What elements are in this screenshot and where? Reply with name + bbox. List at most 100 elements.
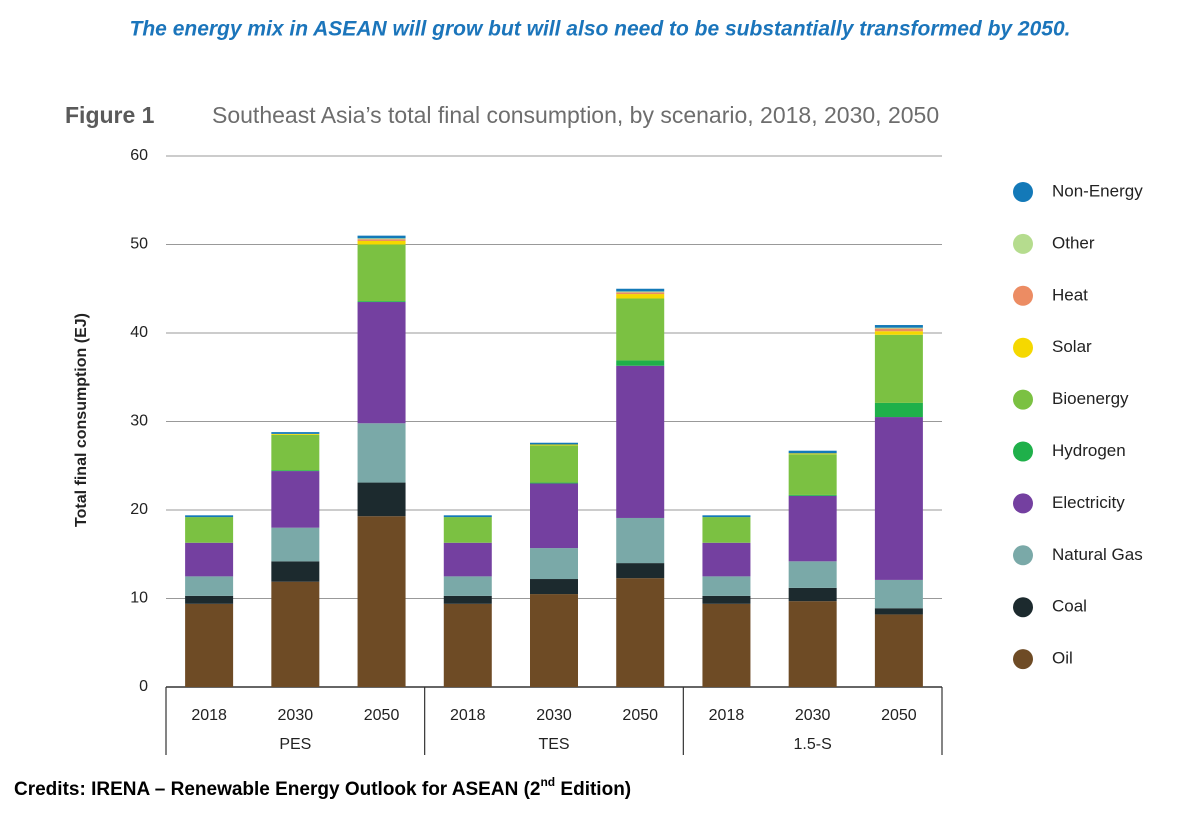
y-tick-label: 20: [130, 501, 148, 518]
bar-segment: [874, 331, 923, 335]
bar-segment: [530, 482, 578, 484]
bar-segment: [185, 595, 234, 604]
y-tick-label: 50: [130, 236, 148, 253]
bar-segment: [357, 301, 406, 303]
bar-segment: [443, 603, 492, 687]
bar-segment: [616, 294, 665, 299]
legend-swatch: [1013, 182, 1033, 202]
bar-segment: [874, 327, 923, 329]
bar-segment: [443, 515, 492, 518]
bar-segment: [443, 517, 492, 543]
bar-segment: [357, 516, 406, 687]
group-label: 1.5-S: [794, 736, 832, 753]
bar-segment: [357, 238, 406, 240]
legend-swatch: [1013, 285, 1033, 306]
x-tick-label: 2050: [364, 707, 400, 724]
bar-segment: [874, 325, 923, 328]
bar-segment: [874, 614, 923, 687]
bar-segment: [443, 542, 492, 577]
x-tick-label: 2030: [536, 707, 572, 724]
bar-segment: [185, 517, 234, 543]
bar-segment: [874, 334, 923, 403]
legend-label: Electricity: [1052, 493, 1125, 512]
bar-segment: [874, 417, 923, 580]
bar-segment: [530, 579, 578, 595]
bar-segment: [616, 288, 665, 292]
bar-segment: [185, 603, 234, 687]
x-tick-label: 2050: [622, 707, 658, 724]
bar-segment: [874, 579, 923, 609]
bar-segment: [357, 423, 406, 483]
bar-segment: [788, 495, 837, 562]
bar-segment: [874, 328, 923, 332]
legend-swatch: [1013, 649, 1033, 670]
bar-segment: [616, 298, 665, 361]
x-tick-label: 2018: [709, 707, 745, 724]
bar-segment: [530, 594, 578, 687]
bar-segment: [788, 601, 837, 687]
bar-segment: [530, 444, 578, 446]
legend-label: Solar: [1052, 337, 1092, 356]
bar-segment: [357, 482, 406, 517]
legend-swatch: [1013, 337, 1033, 358]
bar-segment: [185, 576, 234, 596]
bar-segment: [185, 542, 234, 577]
bar-segment: [616, 292, 665, 295]
bar-segment: [616, 578, 665, 687]
credits-sup: nd: [540, 775, 555, 789]
x-tick-label: 2018: [191, 707, 227, 724]
bar-segment: [788, 453, 837, 455]
bar-segment: [616, 563, 665, 579]
bar-segment: [616, 365, 665, 518]
bar-segment: [874, 402, 923, 418]
legend-swatch: [1013, 493, 1033, 514]
bar-segment: [616, 360, 665, 366]
legend-label: Oil: [1052, 649, 1073, 668]
bar-segment: [443, 576, 492, 596]
bar-segment: [702, 603, 751, 687]
legend-label: Non-Energy: [1052, 181, 1143, 200]
y-tick-label: 40: [130, 324, 148, 341]
bar-segment: [271, 434, 320, 471]
bar-segment: [702, 576, 751, 596]
bar-segment: [788, 494, 837, 496]
bar-segment: [874, 608, 923, 615]
y-tick-label: 10: [130, 590, 148, 607]
bar-segment: [271, 581, 320, 687]
bar-segment: [443, 595, 492, 604]
legend-swatch: [1013, 545, 1033, 566]
credits: Credits: IRENA – Renewable Energy Outloo…: [14, 775, 631, 800]
bar-segment: [788, 454, 837, 495]
legend-swatch: [1013, 441, 1033, 462]
bar-segment: [271, 471, 320, 528]
bar-segment: [616, 291, 665, 293]
figure-label: Figure 1: [65, 102, 155, 128]
x-tick-label: 2030: [278, 707, 314, 724]
group-label: PES: [279, 736, 311, 753]
legend-swatch: [1013, 389, 1033, 410]
bar-segment: [788, 450, 837, 454]
bar-segment: [271, 470, 320, 472]
bar-segment: [788, 561, 837, 588]
legend-label: Bioenergy: [1052, 389, 1129, 408]
legend-swatch: [1013, 597, 1033, 618]
chart-title: Southeast Asia’s total final consumption…: [212, 102, 939, 128]
x-tick-label: 2030: [795, 707, 831, 724]
bar-segment: [702, 595, 751, 604]
bar-segment: [702, 542, 751, 577]
bar-segment: [271, 433, 320, 435]
x-tick-label: 2018: [450, 707, 486, 724]
bar-segment: [271, 527, 320, 562]
bar-segment: [357, 302, 406, 424]
bar-segment: [357, 239, 406, 241]
bar-segment: [530, 483, 578, 549]
bar-segment: [616, 517, 665, 564]
credits-text: Credits: IRENA – Renewable Energy Outloo…: [14, 779, 540, 800]
y-axis-label: Total final consumption (EJ): [73, 313, 90, 527]
headline: The energy mix in ASEAN will grow but wi…: [130, 18, 1071, 41]
bar-segment: [271, 432, 320, 434]
bar-segment: [357, 235, 406, 239]
x-tick-label: 2050: [881, 707, 917, 724]
bar-segment: [357, 240, 406, 245]
